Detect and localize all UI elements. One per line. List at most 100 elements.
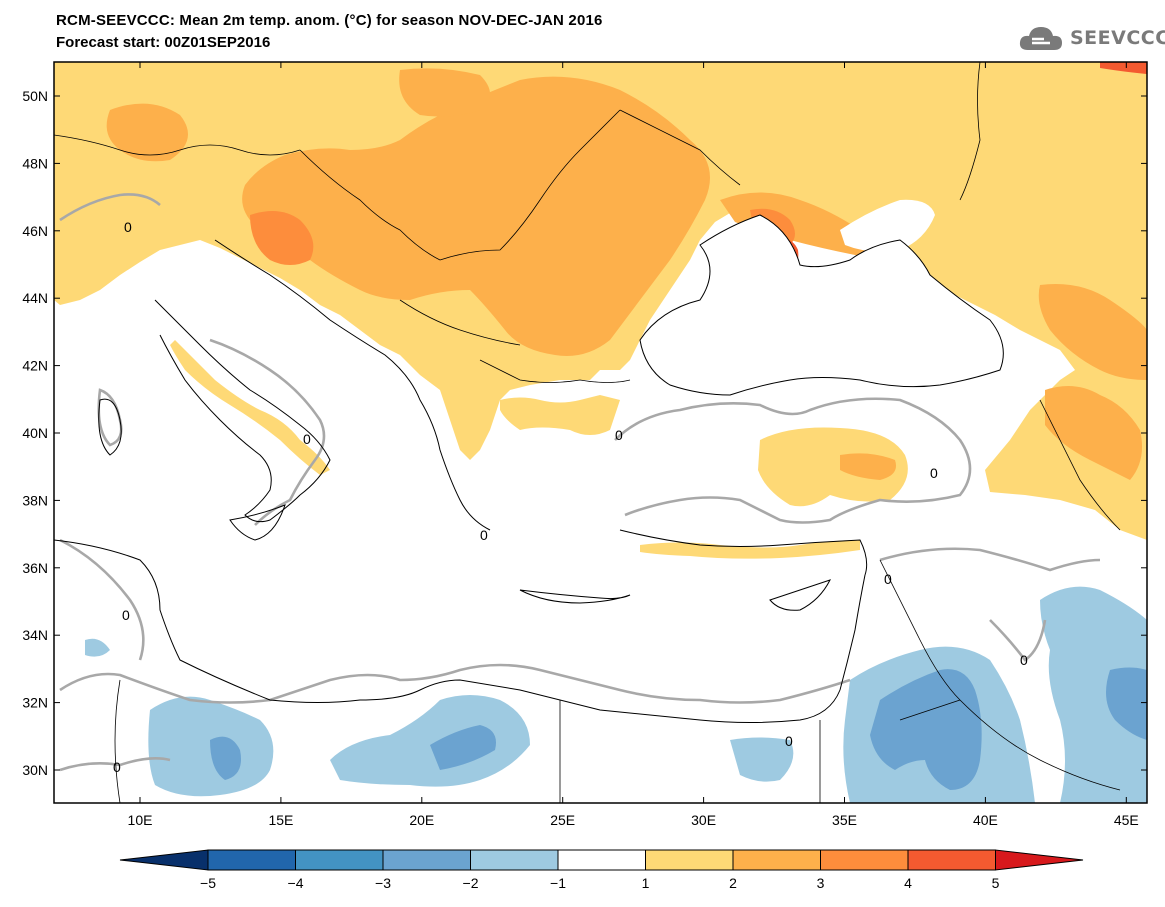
colorbar-swatch — [732, 849, 821, 871]
border-line — [114, 679, 121, 803]
black-sea-coastline — [639, 214, 1004, 396]
cyprus-coastline — [769, 579, 831, 611]
anomaly-field-plus1-anatolia — [758, 427, 908, 507]
contour-labels: 0 0 0 0 0 0 0 0 0 0 — [113, 219, 1028, 775]
zero-contour-arabia — [989, 619, 1047, 662]
contour-label: 0 — [785, 733, 793, 749]
border-line — [54, 134, 301, 156]
anomaly-field-plus1-aegean — [500, 395, 620, 435]
colorbar-swatch — [645, 849, 734, 871]
anomaly-field-minus1-cyrenaica — [330, 695, 530, 787]
colorbar-swatch — [907, 849, 996, 871]
lat-label: 36N — [22, 560, 48, 576]
anomaly-field-minus2-cyrenaica — [430, 725, 496, 770]
crete-coastline — [519, 589, 631, 604]
map-plot-area: 0 0 0 0 0 0 0 0 0 0 — [54, 62, 1147, 803]
colorbar-label: 2 — [729, 875, 737, 891]
colorbar-swatch — [382, 849, 471, 871]
border-line — [1039, 399, 1121, 531]
lat-label: 46N — [22, 223, 48, 239]
anomaly-field-minus1-tunisia — [85, 638, 110, 657]
logo-text: SEEVCCC — [1070, 27, 1165, 49]
zero-contour-sahara — [59, 757, 171, 772]
border-line — [899, 699, 961, 721]
border-line — [619, 109, 741, 186]
zero-contour-maghreb — [59, 538, 145, 661]
colorbar-arrow-low — [119, 849, 209, 871]
lat-label: 34N — [22, 627, 48, 643]
contour-label: 0 — [303, 431, 311, 447]
lat-label: 44N — [22, 290, 48, 306]
colorbar-swatch — [470, 849, 559, 871]
colorbar-swatch — [207, 849, 296, 871]
colorbar-label: 5 — [992, 875, 1000, 891]
turkey-south-coastline — [619, 529, 868, 576]
lon-label: 35E — [832, 812, 857, 828]
contour-label: 0 — [124, 219, 132, 235]
contour-label: 0 — [113, 759, 121, 775]
levant-coastline — [839, 574, 866, 691]
anomaly-field-plus2-caucasus — [1045, 386, 1143, 480]
anomaly-field-minus2-libya — [210, 736, 241, 780]
lat-label: 42N — [22, 358, 48, 374]
sicily-coastline — [229, 504, 286, 541]
anomaly-field-minus1-arabia — [1040, 586, 1147, 803]
sea-of-azov — [840, 199, 935, 252]
country-borders — [54, 62, 1121, 803]
anomaly-field-plus2-central — [242, 76, 710, 357]
contour-label: 0 — [122, 607, 130, 623]
lat-label: 48N — [22, 155, 48, 171]
lon-label: 40E — [973, 812, 998, 828]
north-africa-coastline — [54, 539, 841, 723]
colorbar-arrow-high — [995, 849, 1084, 871]
anomaly-field-plus2-west — [106, 103, 188, 162]
colorbar-swatch — [557, 849, 646, 871]
anomaly-field-plus3 — [250, 211, 314, 265]
lon-label: 30E — [691, 812, 716, 828]
zero-contour-levant — [879, 547, 1101, 572]
anomaly-field-plus1-italy — [170, 340, 330, 475]
colorbar-label: −5 — [200, 875, 216, 891]
lon-label: 20E — [409, 812, 434, 828]
border-line — [479, 359, 631, 383]
colorbar: −5 −4 −3 −2 −1 1 2 3 4 5 — [119, 849, 1084, 891]
colorbar-label: 3 — [817, 875, 825, 891]
anomaly-field-minus1-egypt — [730, 737, 794, 782]
lon-label: 15E — [268, 812, 293, 828]
lon-label: 10E — [128, 812, 153, 828]
colorbar-swatch — [295, 849, 384, 871]
border-line — [879, 559, 1121, 791]
lon-label: 45E — [1114, 812, 1139, 828]
contour-label: 0 — [930, 465, 938, 481]
zero-contours — [59, 193, 1101, 772]
zero-contour-north-africa — [59, 663, 851, 704]
anomaly-field-minus2-east — [870, 669, 982, 790]
lon-label: 25E — [550, 812, 575, 828]
coastlines — [54, 214, 1004, 723]
anomaly-field-plus4-north — [1100, 62, 1147, 74]
zero-contour-alps — [59, 193, 161, 222]
anomaly-field-plus2-anatolia — [840, 453, 896, 480]
zero-contour-sardinia — [97, 388, 123, 447]
seevccc-logo: SEEVCCC — [1018, 22, 1165, 54]
black-sea — [640, 215, 1004, 395]
colorbar-label: −2 — [463, 875, 479, 891]
latitude-axis: 50N 48N 46N 44N 42N 40N 38N 36N 34N 32N 30N — [22, 88, 1147, 778]
adriatic-east-coastline — [214, 239, 491, 531]
colorbar-label: −3 — [375, 875, 391, 891]
lat-label: 30N — [22, 762, 48, 778]
border-line — [399, 299, 521, 346]
lat-label: 32N — [22, 695, 48, 711]
lat-label: 40N — [22, 425, 48, 441]
zero-contour-anatolia — [614, 397, 972, 524]
anomaly-field-minus2-arabia — [1106, 667, 1147, 740]
anomaly-field-plus2-north — [399, 68, 490, 117]
contour-label: 0 — [884, 571, 892, 587]
anomaly-field-plus2-east — [1038, 284, 1147, 380]
border-line — [299, 149, 441, 261]
map-title: RCM-SEEVCCC: Mean 2m temp. anom. (°C) fo… — [56, 12, 603, 29]
sardinia-coastline — [98, 398, 122, 456]
cloud-icon — [1019, 27, 1062, 50]
italy-coastline — [154, 299, 331, 523]
